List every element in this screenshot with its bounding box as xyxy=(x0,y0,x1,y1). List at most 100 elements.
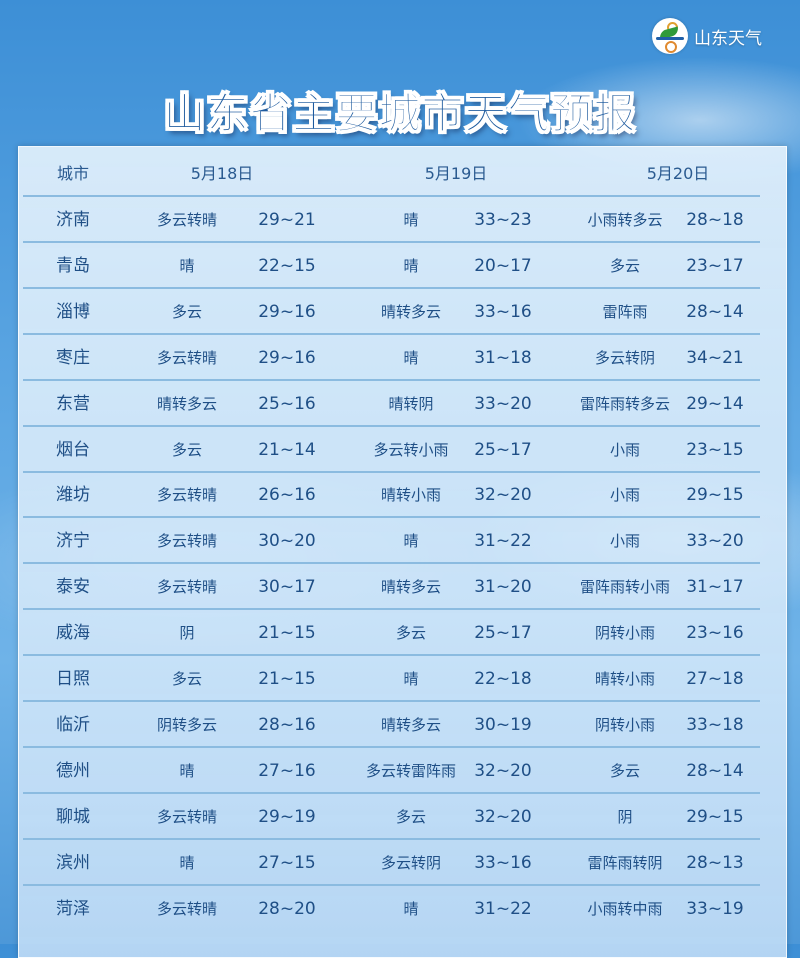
temperature-cell: 22~15 xyxy=(258,255,316,276)
temperature-cell: 29~21 xyxy=(258,210,316,230)
weather-cell: 晴 xyxy=(403,670,419,688)
city-name: 淄博 xyxy=(56,301,90,322)
temperature-cell: 26~16 xyxy=(258,485,316,506)
table-row: 枣庄 多云转晴 29~16 晴 31~18 多云转阴 34~21 xyxy=(19,335,786,381)
weather-cell: 多云 xyxy=(171,670,202,688)
table-row: 淄博 多云 29~16 晴转多云 33~16 雷阵雨 28~14 xyxy=(19,289,786,335)
city-name: 临沂 xyxy=(56,714,90,735)
temperature-cell: 33~18 xyxy=(686,714,744,735)
table-row: 滨州 晴 27~15 多云转阴 33~16 雷阵雨转阴 28~13 xyxy=(19,840,786,886)
weather-cell: 小雨 xyxy=(609,486,640,505)
header-date: 5月20日 xyxy=(646,164,710,183)
temperature-cell: 28~16 xyxy=(258,714,316,735)
weather-cell: 小雨转多云 xyxy=(587,211,663,229)
weather-cell: 小雨转中雨 xyxy=(587,899,663,918)
weather-cell: 多云转晴 xyxy=(156,807,217,826)
weather-cell: 晴转小雨 xyxy=(594,670,655,688)
weather-cell: 多云 xyxy=(395,624,426,643)
temperature-cell: 30~17 xyxy=(258,577,316,598)
temperature-cell: 33~23 xyxy=(474,210,532,230)
weather-cell: 多云转晴 xyxy=(156,211,217,229)
temperature-cell: 27~18 xyxy=(686,669,744,689)
weather-cell: 晴 xyxy=(179,853,195,872)
temperature-cell: 30~20 xyxy=(258,531,316,552)
weather-cell: 阴转小雨 xyxy=(594,715,655,734)
temperature-cell: 28~20 xyxy=(258,898,316,919)
header-date: 5月19日 xyxy=(424,164,488,183)
temperature-cell: 25~17 xyxy=(474,439,532,460)
weather-cell: 雷阵雨转阴 xyxy=(587,853,663,872)
header-city: 城市 xyxy=(56,164,89,183)
temperature-cell: 22~18 xyxy=(474,669,532,689)
weather-cell: 晴 xyxy=(179,256,195,275)
temperature-cell: 30~19 xyxy=(474,714,532,735)
temperature-cell: 32~20 xyxy=(474,485,532,506)
temperature-cell: 33~20 xyxy=(686,531,744,552)
temperature-cell: 29~15 xyxy=(686,806,744,827)
temperature-cell: 28~14 xyxy=(686,760,744,781)
weather-cell: 多云 xyxy=(395,807,426,826)
weather-cell: 多云转阴 xyxy=(380,853,441,872)
weather-cell: 晴转小雨 xyxy=(380,486,441,505)
temperature-cell: 25~17 xyxy=(474,623,532,644)
temperature-cell: 31~22 xyxy=(474,531,532,552)
weather-cell: 阴 xyxy=(179,624,195,643)
weather-cell: 雷阵雨转小雨 xyxy=(579,578,670,597)
temperature-cell: 29~16 xyxy=(258,301,316,322)
city-name: 济宁 xyxy=(56,531,90,552)
temperature-cell: 32~20 xyxy=(474,806,532,827)
temperature-cell: 33~16 xyxy=(474,852,532,873)
temperature-cell: 28~13 xyxy=(686,852,744,873)
temperature-cell: 32~20 xyxy=(474,760,532,781)
city-name: 济南 xyxy=(56,210,90,230)
weather-cell: 晴转多云 xyxy=(380,715,441,734)
temperature-cell: 21~15 xyxy=(258,669,316,689)
weather-cell: 晴 xyxy=(403,211,419,229)
weather-cell: 小雨 xyxy=(609,440,640,459)
city-name: 东营 xyxy=(56,393,90,414)
weather-cell: 小雨 xyxy=(609,532,640,551)
table-row: 德州 晴 27~16 多云转雷阵雨 32~20 多云 28~14 xyxy=(19,748,786,794)
weather-cell: 雷阵雨 xyxy=(602,302,648,321)
weather-cell: 多云 xyxy=(171,440,202,459)
weather-cell: 雷阵雨转多云 xyxy=(579,394,670,413)
weather-cell: 晴 xyxy=(403,532,419,551)
temperature-cell: 31~18 xyxy=(474,347,532,368)
temperature-cell: 23~17 xyxy=(686,255,744,276)
temperature-cell: 28~18 xyxy=(686,210,744,230)
city-name: 青岛 xyxy=(56,255,90,276)
city-name: 潍坊 xyxy=(56,485,90,506)
temperature-cell: 29~14 xyxy=(686,393,744,414)
city-name: 聊城 xyxy=(56,806,90,827)
temperature-cell: 29~15 xyxy=(686,485,744,506)
weather-cell: 晴 xyxy=(403,256,419,275)
temperature-cell: 27~15 xyxy=(258,852,316,873)
city-name: 菏泽 xyxy=(56,898,90,919)
temperature-cell: 25~16 xyxy=(258,393,316,414)
table-row: 菏泽 多云转晴 28~20 晴 31~22 小雨转中雨 33~19 xyxy=(19,886,786,932)
weather-cell: 多云转晴 xyxy=(156,348,217,367)
temperature-cell: 31~22 xyxy=(474,898,532,919)
weather-cell: 晴 xyxy=(179,761,195,780)
temperature-cell: 29~19 xyxy=(258,806,316,827)
temperature-cell: 33~19 xyxy=(686,898,744,919)
table-row: 泰安 多云转晴 30~17 晴转多云 31~20 雷阵雨转小雨 31~17 xyxy=(19,564,786,611)
weather-cell: 多云转晴 xyxy=(156,532,217,551)
weather-cell: 多云转晴 xyxy=(156,486,217,505)
weather-cell: 多云转阴 xyxy=(594,348,655,367)
temperature-cell: 34~21 xyxy=(686,347,744,368)
temperature-cell: 20~17 xyxy=(474,255,532,276)
temperature-cell: 21~14 xyxy=(258,439,316,460)
city-name: 滨州 xyxy=(56,852,90,873)
city-name: 枣庄 xyxy=(56,347,90,368)
weather-cell: 多云 xyxy=(609,256,640,275)
temperature-cell: 29~16 xyxy=(258,347,316,368)
weather-cell: 晴转多云 xyxy=(156,394,217,413)
weather-cell: 阴转多云 xyxy=(156,715,217,734)
logo-text: 山东天气 xyxy=(694,28,762,49)
table-row: 济南 多云转晴 29~21 晴 33~23 小雨转多云 28~18 xyxy=(19,197,786,243)
city-name: 泰安 xyxy=(56,577,90,598)
weather-cell: 晴 xyxy=(403,348,419,367)
table-row: 青岛 晴 22~15 晴 20~17 多云 23~17 xyxy=(19,243,786,289)
weather-cell: 多云转晴 xyxy=(156,578,217,597)
